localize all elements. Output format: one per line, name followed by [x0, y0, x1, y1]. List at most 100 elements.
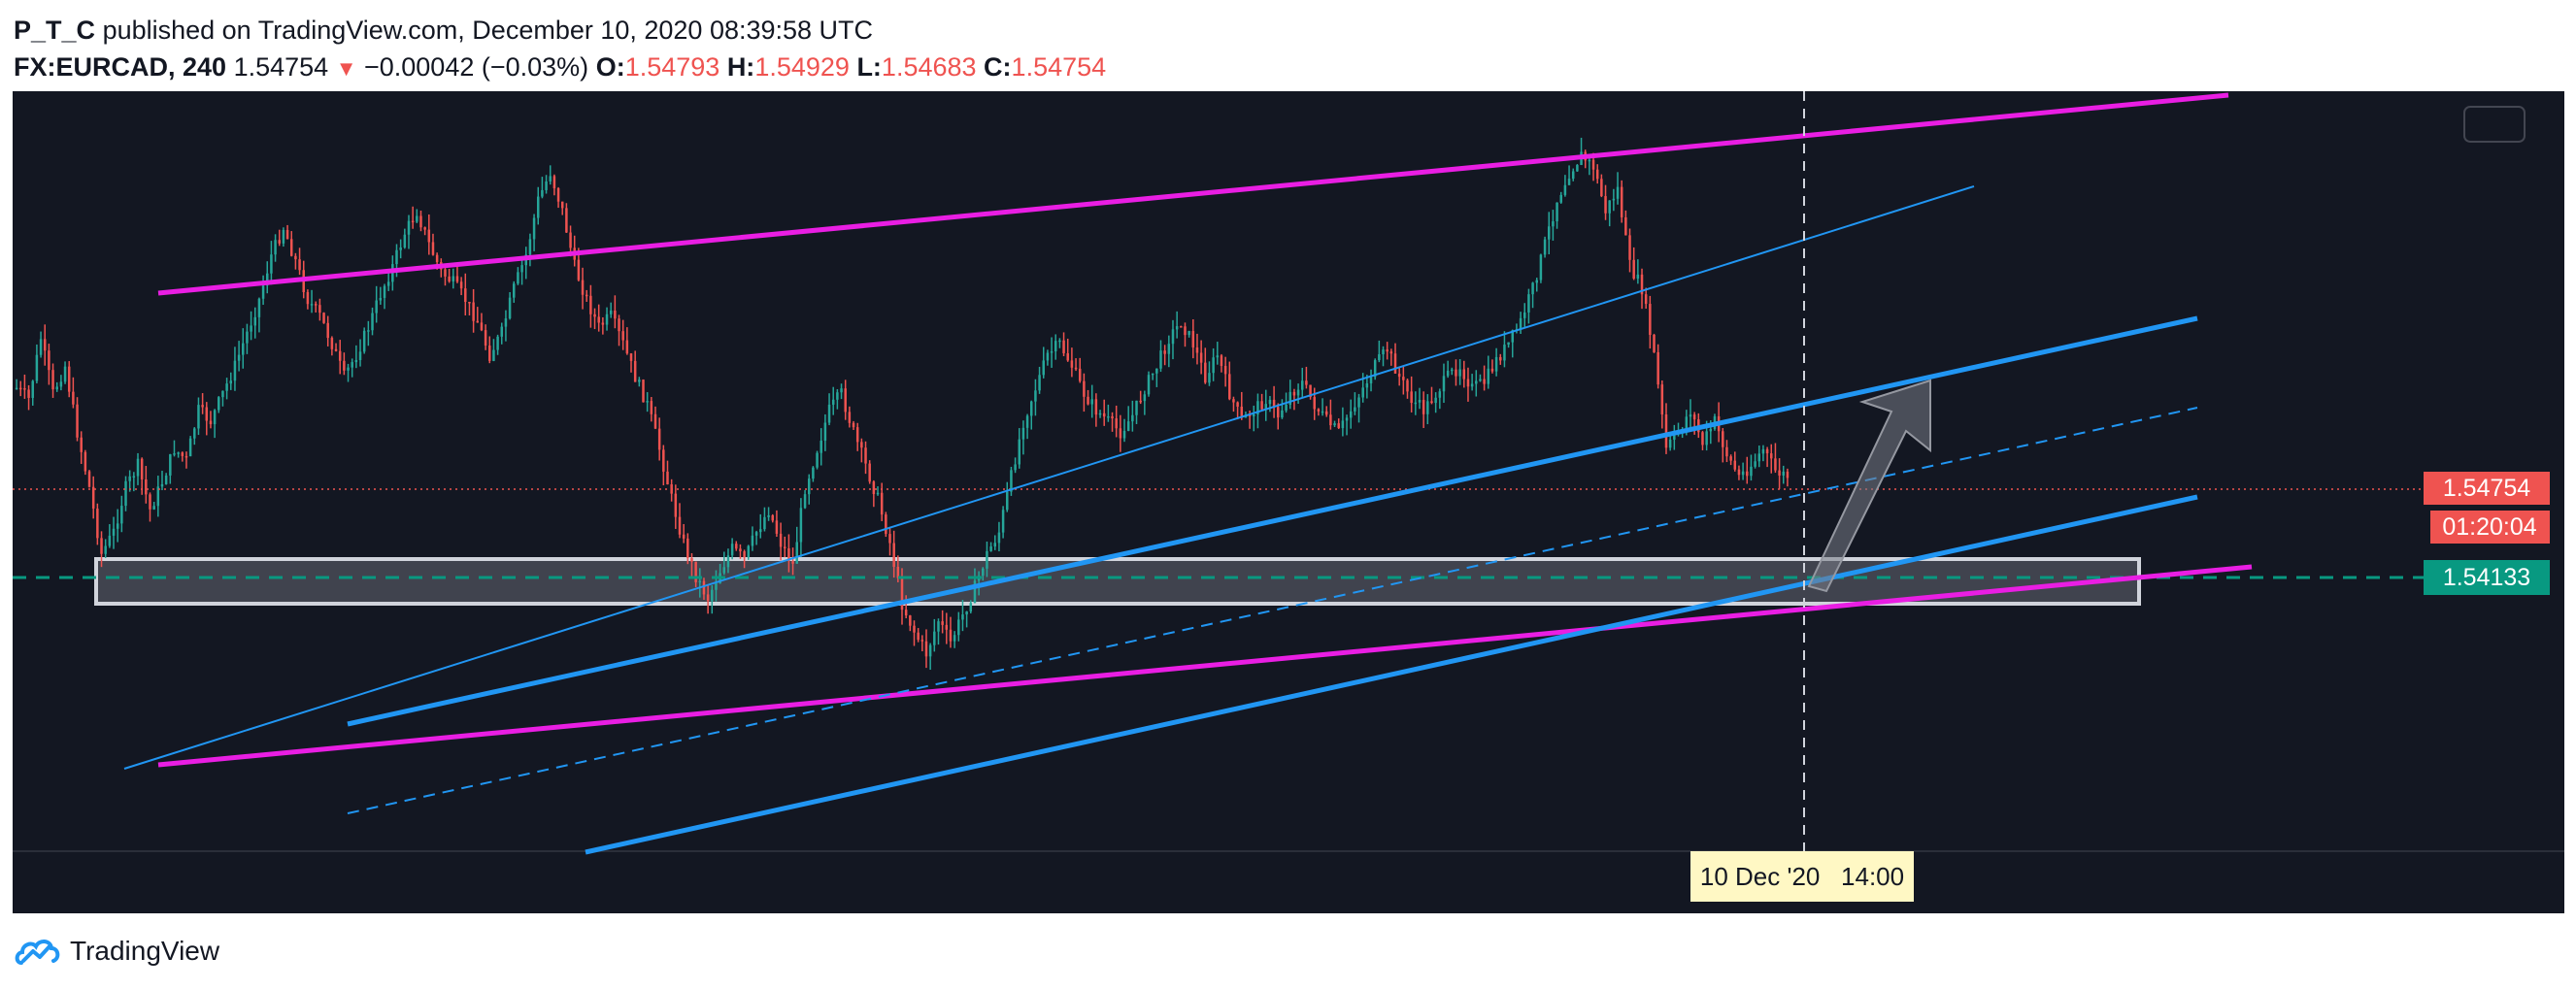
high-label: H:: [726, 52, 755, 82]
candle-body: [1050, 350, 1054, 353]
candle-body: [156, 486, 160, 507]
candle-body: [278, 240, 281, 244]
candle-body: [1410, 391, 1413, 404]
candle-body: [577, 259, 581, 280]
candle-body: [552, 176, 556, 188]
candle-body: [690, 557, 693, 562]
candle-body: [1689, 414, 1692, 417]
candle-body: [1414, 402, 1418, 405]
candle-body: [367, 330, 370, 332]
candle-body: [1264, 404, 1268, 410]
candle-body: [694, 561, 697, 582]
candle-body: [1770, 453, 1773, 459]
candle-body: [1236, 402, 1239, 407]
candle-body: [1143, 394, 1147, 402]
candle-body: [569, 232, 572, 248]
candle-body: [1107, 415, 1110, 418]
candle-body: [476, 320, 480, 323]
candle-body: [1455, 369, 1457, 377]
candle-body: [1232, 399, 1235, 403]
candle-body: [767, 514, 770, 517]
candle-body: [504, 318, 508, 327]
candle-body: [1277, 407, 1280, 418]
magenta-channel-lower[interactable]: [157, 564, 2253, 768]
candle-body: [751, 535, 754, 546]
candle-body: [91, 486, 95, 509]
blue-channel-dashed[interactable]: [347, 407, 2198, 814]
candle-body: [274, 240, 277, 255]
blue-channel-lower[interactable]: [585, 494, 2198, 855]
candle-body: [246, 331, 249, 344]
candle-body: [1256, 401, 1259, 414]
candle-body: [1483, 379, 1486, 384]
candle-body: [1365, 383, 1369, 388]
candle-body: [1272, 399, 1276, 408]
blue-channel-thin-upper[interactable]: [123, 185, 1975, 770]
low-label: L:: [856, 52, 882, 82]
candle-body: [270, 254, 273, 274]
candle-body: [827, 404, 831, 423]
candle-body: [924, 641, 928, 657]
candle-body: [43, 339, 47, 351]
projection-arrow[interactable]: [1807, 379, 1931, 593]
candle-body: [1074, 367, 1078, 370]
candle-body: [112, 528, 116, 536]
candle-body: [1746, 471, 1749, 477]
low-value: 1.54683: [881, 52, 977, 82]
support-zone-rect[interactable]: [94, 557, 2141, 606]
candle-body: [1062, 340, 1065, 353]
blue-channel-mid[interactable]: [347, 315, 2198, 727]
symbol-label: FX:EURCAD, 240: [14, 52, 227, 82]
candle-body: [1470, 383, 1474, 387]
candle-body: [1389, 351, 1393, 354]
candle-body: [1195, 346, 1199, 353]
chart-panel[interactable]: 1.54754 01:20:04 1.54133 10 Dec '20 14:0…: [13, 91, 2564, 913]
candle-body: [1369, 377, 1373, 384]
candle-body: [625, 340, 629, 354]
magenta-channel-upper[interactable]: [157, 92, 2229, 296]
chart-canvas[interactable]: 1.54754 01:20:04 1.54133 10 Dec '20 14:0…: [13, 91, 2564, 913]
high-value: 1.54929: [754, 52, 850, 82]
close-label: C:: [984, 52, 1012, 82]
candle-body: [941, 621, 944, 625]
candle-body: [1543, 239, 1547, 255]
candle-body: [1709, 428, 1713, 432]
candle-body: [545, 181, 548, 190]
candle-body: [1038, 375, 1041, 391]
candle-body: [1163, 350, 1166, 354]
candle-body: [164, 475, 168, 484]
candle-body: [541, 189, 544, 197]
candle-body: [840, 388, 843, 393]
candle-body: [1309, 384, 1312, 398]
candle-body: [743, 551, 746, 558]
brand-footer[interactable]: TradingView: [14, 934, 219, 969]
candle-body: [152, 506, 155, 510]
candle-body: [900, 578, 904, 610]
candle-body: [1139, 400, 1142, 403]
candle-body: [904, 610, 908, 616]
candle-body: [31, 380, 34, 398]
candle-body: [715, 582, 718, 590]
candle-body: [1373, 360, 1377, 378]
candle-body: [444, 269, 447, 277]
candle-body: [351, 362, 353, 368]
candle-body: [1151, 373, 1154, 376]
countdown-tag: [2430, 511, 2550, 544]
candle-body: [1102, 412, 1106, 417]
candle-body: [823, 422, 827, 442]
candle-body: [803, 494, 807, 509]
candle-body: [1733, 460, 1737, 470]
candle-body: [1494, 356, 1498, 372]
candle-body: [330, 338, 334, 349]
countdown-tag-text: 01:20:04: [2442, 513, 2536, 541]
candle-body: [326, 322, 329, 339]
chart-menu-button[interactable]: [2463, 106, 2526, 143]
author-name[interactable]: P_T_C: [14, 16, 96, 45]
candle-body: [1159, 350, 1162, 369]
candle-body: [140, 458, 144, 479]
candle-body: [1281, 410, 1284, 418]
candle-body: [739, 548, 742, 552]
candle-body: [181, 452, 184, 456]
candle-body: [1757, 453, 1761, 462]
candle-body: [96, 508, 99, 539]
